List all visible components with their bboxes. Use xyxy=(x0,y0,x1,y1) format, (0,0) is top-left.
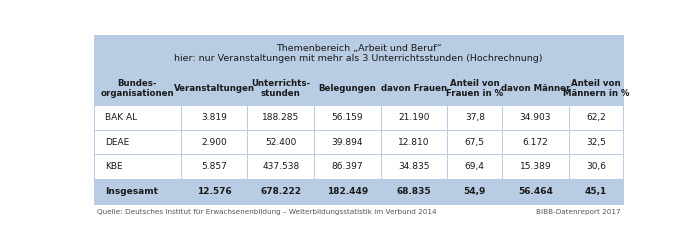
Bar xyxy=(314,154,381,179)
Bar xyxy=(94,179,181,204)
Bar xyxy=(502,130,569,154)
Text: 3.819: 3.819 xyxy=(201,113,227,122)
Bar xyxy=(502,154,569,179)
Text: BAK AL: BAK AL xyxy=(105,113,137,122)
Bar xyxy=(381,179,447,204)
Bar xyxy=(181,130,247,154)
Text: BIBB-Datenreport 2017: BIBB-Datenreport 2017 xyxy=(536,208,621,214)
Text: 39.894: 39.894 xyxy=(332,138,363,146)
Bar xyxy=(569,179,624,204)
Text: 2.900: 2.900 xyxy=(201,138,227,146)
Bar xyxy=(247,72,314,105)
Text: davon Frauen: davon Frauen xyxy=(381,84,447,93)
Text: Veranstaltungen: Veranstaltungen xyxy=(174,84,255,93)
Bar xyxy=(381,130,447,154)
Bar xyxy=(447,72,502,105)
Bar xyxy=(381,72,447,105)
Text: Bundes-
organisationen: Bundes- organisationen xyxy=(101,79,174,98)
Text: 437.538: 437.538 xyxy=(262,162,300,171)
Bar xyxy=(181,105,247,130)
Text: 182.449: 182.449 xyxy=(327,187,368,196)
Text: 12.810: 12.810 xyxy=(398,138,430,146)
Text: 6.172: 6.172 xyxy=(523,138,548,146)
Text: Unterrichts-
stunden: Unterrichts- stunden xyxy=(251,79,310,98)
Bar xyxy=(181,179,247,204)
Text: 34.903: 34.903 xyxy=(519,113,551,122)
Text: 678.222: 678.222 xyxy=(260,187,301,196)
Text: 56.464: 56.464 xyxy=(518,187,553,196)
Text: 15.389: 15.389 xyxy=(519,162,552,171)
Bar xyxy=(94,154,181,179)
Text: Anteil von
Frauen in %: Anteil von Frauen in % xyxy=(446,79,503,98)
Text: 21.190: 21.190 xyxy=(398,113,430,122)
Bar xyxy=(247,130,314,154)
Text: davon Männer: davon Männer xyxy=(500,84,570,93)
Bar xyxy=(569,130,624,154)
Bar xyxy=(94,105,181,130)
Bar xyxy=(381,105,447,130)
Text: 67,5: 67,5 xyxy=(465,138,485,146)
Text: 12.576: 12.576 xyxy=(197,187,232,196)
Text: 188.285: 188.285 xyxy=(262,113,300,122)
Bar xyxy=(247,105,314,130)
Text: 62,2: 62,2 xyxy=(587,113,606,122)
Text: 5.857: 5.857 xyxy=(201,162,227,171)
Text: Quelle: Deutsches Institut für Erwachsenenbildung – Weiterbildungsstatistik im V: Quelle: Deutsches Institut für Erwachsen… xyxy=(97,208,436,214)
Bar xyxy=(94,130,181,154)
Bar xyxy=(502,105,569,130)
Text: 37,8: 37,8 xyxy=(465,113,485,122)
Text: 34.835: 34.835 xyxy=(398,162,430,171)
Bar xyxy=(247,179,314,204)
Text: Anteil von
Männern in %: Anteil von Männern in % xyxy=(563,79,629,98)
Bar xyxy=(569,154,624,179)
Text: 86.397: 86.397 xyxy=(332,162,363,171)
Bar xyxy=(181,72,247,105)
Bar xyxy=(447,179,502,204)
Text: 52.400: 52.400 xyxy=(265,138,296,146)
Text: 45,1: 45,1 xyxy=(585,187,608,196)
Text: 30,6: 30,6 xyxy=(586,162,606,171)
Bar xyxy=(447,154,502,179)
Bar xyxy=(94,35,624,72)
Bar xyxy=(502,179,569,204)
Bar xyxy=(381,154,447,179)
Bar xyxy=(181,154,247,179)
Text: Belegungen: Belegungen xyxy=(318,84,377,93)
Bar xyxy=(314,105,381,130)
Bar xyxy=(502,72,569,105)
Bar xyxy=(569,72,624,105)
Bar xyxy=(569,105,624,130)
Text: 54,9: 54,9 xyxy=(463,187,486,196)
Bar xyxy=(247,154,314,179)
Text: DEAE: DEAE xyxy=(105,138,129,146)
Bar xyxy=(447,130,502,154)
Bar xyxy=(314,72,381,105)
Text: Insgesamt: Insgesamt xyxy=(105,187,158,196)
Bar xyxy=(314,130,381,154)
Text: 68.835: 68.835 xyxy=(397,187,431,196)
Text: 69,4: 69,4 xyxy=(465,162,484,171)
Text: Themenbereich „Arbeit und Beruf“
hier: nur Veranstaltungen mit mehr als 3 Unterr: Themenbereich „Arbeit und Beruf“ hier: n… xyxy=(174,44,543,63)
Text: KBE: KBE xyxy=(105,162,122,171)
Text: 56.159: 56.159 xyxy=(332,113,363,122)
Text: 32,5: 32,5 xyxy=(586,138,606,146)
Bar xyxy=(314,179,381,204)
Bar xyxy=(94,72,181,105)
Bar xyxy=(447,105,502,130)
